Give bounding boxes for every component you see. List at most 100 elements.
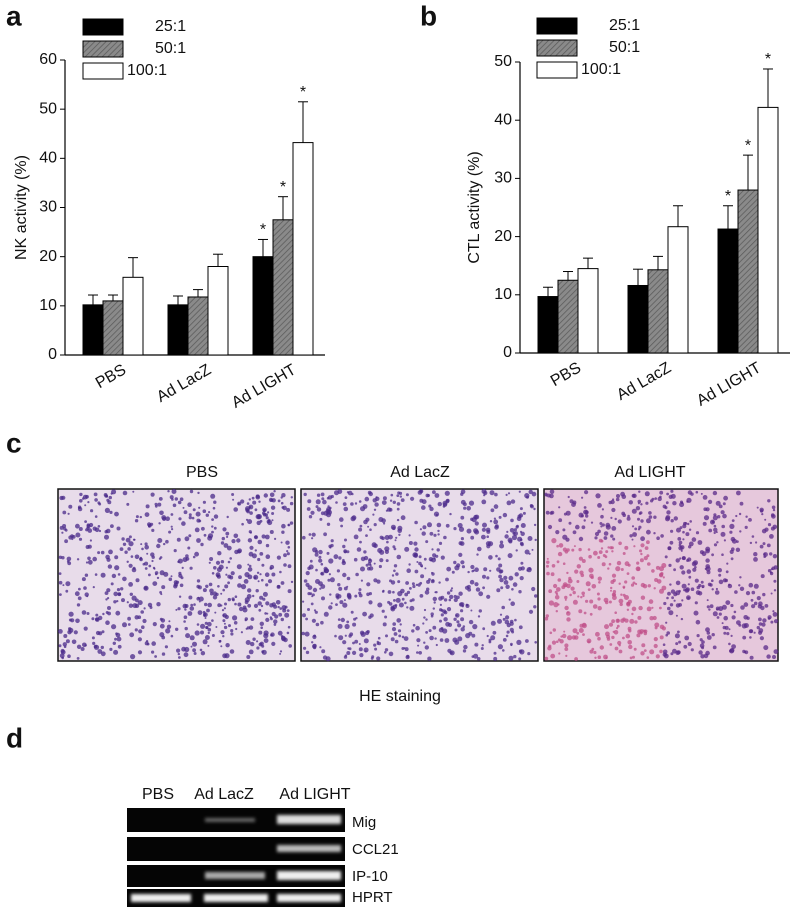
cell [360, 579, 363, 582]
cell [716, 616, 720, 619]
cell [707, 582, 712, 587]
cell [101, 630, 105, 634]
cell [127, 623, 131, 626]
cell [381, 590, 385, 593]
cell [446, 607, 452, 612]
cell [550, 572, 555, 577]
cell [498, 569, 503, 574]
gel-band [277, 815, 341, 824]
cell [508, 655, 514, 661]
cell [634, 620, 638, 624]
cell [112, 641, 117, 645]
bar [667, 226, 689, 354]
cell [328, 605, 333, 610]
cell [718, 579, 724, 585]
cell [493, 519, 499, 525]
cell [430, 612, 434, 616]
cell [207, 533, 214, 539]
cell [759, 544, 764, 549]
cell [129, 632, 135, 638]
cell [403, 647, 406, 650]
y-tick-label: 0 [48, 346, 57, 363]
cell [278, 612, 283, 617]
cell [653, 532, 656, 535]
cell [621, 494, 627, 500]
cell [755, 541, 758, 544]
cell [571, 635, 577, 640]
cell [505, 584, 510, 589]
cell [474, 642, 479, 647]
cell [632, 493, 637, 498]
cell [286, 552, 290, 556]
cell [91, 617, 95, 621]
cell [393, 599, 396, 602]
cell [710, 519, 715, 525]
cell [356, 547, 362, 552]
cell [759, 509, 764, 513]
cell [108, 549, 113, 555]
cell [159, 623, 165, 629]
cell [221, 609, 225, 612]
cell [648, 599, 654, 604]
cell [516, 516, 522, 522]
cell [705, 507, 710, 512]
cell [122, 542, 127, 546]
cell [443, 617, 448, 622]
cell [446, 566, 452, 572]
cell [280, 501, 284, 505]
cell [640, 552, 643, 556]
cell [321, 649, 326, 654]
cell [189, 566, 193, 570]
cell [314, 610, 318, 614]
cell [557, 551, 563, 557]
cell [365, 534, 368, 537]
cell [619, 602, 623, 607]
cell [196, 584, 200, 589]
cell [575, 524, 580, 530]
cell [661, 626, 667, 631]
cell [161, 652, 166, 656]
cell [607, 567, 610, 570]
cell [225, 643, 230, 648]
cell [261, 563, 265, 567]
cell [738, 512, 742, 516]
cell [572, 590, 576, 595]
cell [444, 490, 450, 496]
cell [310, 510, 315, 515]
cell [696, 634, 700, 638]
cell [396, 494, 400, 497]
cell [236, 564, 242, 570]
image-title: PBS [186, 464, 218, 481]
cell [508, 598, 511, 601]
cell [85, 528, 89, 532]
cell [342, 544, 346, 549]
cell [711, 579, 714, 582]
cell [377, 602, 383, 608]
cell [600, 539, 604, 543]
cell [600, 514, 604, 519]
cell [640, 543, 645, 548]
cell [95, 617, 100, 622]
cell [470, 564, 475, 570]
cell [117, 573, 121, 576]
cell [730, 557, 734, 561]
cell [339, 517, 344, 522]
cell [223, 625, 228, 630]
cell [237, 548, 243, 554]
significance-marker: * [725, 188, 731, 205]
cell [318, 581, 323, 586]
cell [84, 592, 89, 597]
cell [242, 607, 248, 613]
cell [464, 585, 470, 590]
cell [708, 499, 713, 504]
cell [59, 653, 65, 659]
cell [510, 601, 515, 606]
cell [581, 496, 584, 499]
cell [330, 602, 333, 605]
cell [252, 500, 257, 505]
cell [254, 508, 258, 512]
cell [594, 531, 600, 537]
cell [676, 527, 681, 533]
cell [695, 531, 700, 535]
cell [319, 646, 322, 649]
